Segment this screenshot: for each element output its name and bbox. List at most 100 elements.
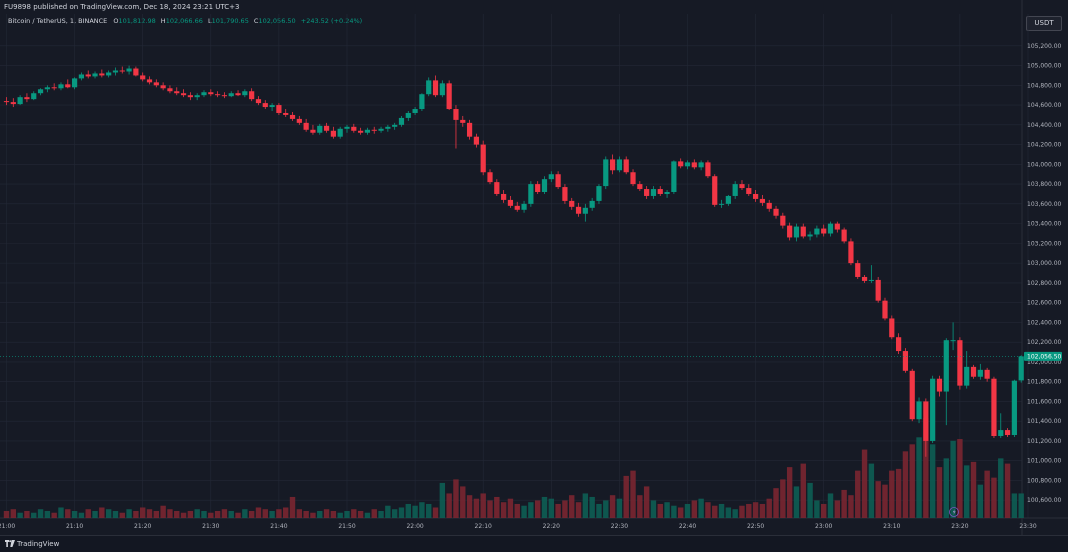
flash-icon[interactable] [949,507,959,517]
volume-bar [439,482,446,518]
symbol-name[interactable]: Bitcoin / TetherUS, 1, BINANCE [8,17,108,25]
volume-bar [834,500,841,518]
price-chart[interactable]: 105,200.00 105,000.00 104,800.00 104,600.00… [0,0,1068,535]
candle-body [283,112,289,115]
volume-bar [201,510,207,518]
candle-body [807,234,813,237]
candle-body [133,68,139,76]
price-tick-label: 104,000.00 [1027,161,1062,168]
candle-body [821,228,827,234]
candle-body [160,85,166,89]
candle-body [923,401,929,441]
brand-name[interactable]: TradingView [17,540,60,548]
volume-bar [500,502,507,518]
volume-bar [323,509,330,518]
candle-body [705,162,711,177]
volume-bar [344,510,350,518]
price-tick-label: 101,600.00 [1027,398,1062,405]
candle-body [793,226,800,238]
high-label: H [160,17,166,25]
open-label: O [113,17,119,25]
candle-body [759,198,766,203]
candle-body [44,87,50,90]
volume-bar [187,510,194,518]
tradingview-logo-icon[interactable] [5,540,15,548]
volume-bar [712,505,718,518]
price-tick-label: 103,200.00 [1027,240,1062,247]
candle-body [466,122,473,137]
candle-body [548,174,554,180]
candle-body [1011,380,1017,436]
time-tick-label: 21:40 [270,523,287,530]
volume-bar [351,509,357,518]
volume-bar [432,507,439,518]
price-tick-label: 105,000.00 [1027,63,1062,70]
volume-bar [623,475,629,518]
volume-bar [51,512,57,518]
price-tick-label: 103,600.00 [1027,201,1062,208]
volume-bar [133,510,139,518]
candle-body [487,172,493,183]
candle-body [180,93,187,96]
candle-body [984,369,990,379]
volume-bar [916,437,922,518]
grid-lines [0,0,1068,535]
volume-bar [643,486,650,518]
volume-bar [92,510,98,518]
candle-body [882,300,888,319]
price-tick-label: 104,600.00 [1027,102,1062,109]
volume-bar [310,512,316,518]
volume-bar [752,502,759,518]
time-tick-label: 21:10 [66,523,83,530]
candle-body [65,84,71,88]
candle-body [875,279,881,301]
candle-body [718,203,725,205]
candle-body [800,226,806,237]
volume-bar [800,463,806,518]
candle-body [909,370,915,420]
volume-bar [303,510,309,518]
volume-bar [902,451,909,518]
candle-body [24,97,30,100]
volume-bar [480,493,486,518]
volume-bar [1011,493,1018,518]
volume-bar [214,510,221,518]
volume-bar [562,500,568,518]
candle-body [943,340,949,392]
candle-body [58,84,64,89]
candle-body [861,276,868,281]
candle-body [977,369,983,377]
volume-bar [705,502,711,518]
candle-body [494,182,500,194]
volume-bar [283,507,289,518]
volume-bar [814,500,820,518]
price-tick-label: 102,600.00 [1027,300,1062,307]
candle-body [276,105,282,113]
candle-body [671,161,677,193]
price-tick-label: 101,000.00 [1027,458,1062,465]
volume-bar [208,512,214,518]
time-tick-label: 23:10 [883,523,900,530]
volume-bar [44,510,51,518]
price-tick-label: 103,400.00 [1027,221,1062,228]
currency-button[interactable]: USDT [1026,16,1062,31]
price-axis[interactable]: 105,200.00 105,000.00 104,800.00 104,600.00… [1027,43,1062,504]
publish-header: FU9898 published on TradingView.com, Dec… [0,0,1068,14]
time-tick-label: 22:10 [475,523,492,530]
time-axis[interactable]: 21:00 21:10 21:20 21:30 21:40 21:50 22:00 22:10… [0,523,1037,530]
volume-bar [970,461,977,518]
price-tick-label: 105,200.00 [1027,43,1062,50]
volume-bar [732,509,738,518]
volume-bar [460,486,466,518]
candle-body [255,99,262,104]
volume-bar [861,449,868,518]
volume-bar [453,479,459,518]
volume-bar [950,440,956,518]
candle-body [780,215,786,226]
candle-body [691,162,697,168]
high-value: 102,066.66 [165,17,203,25]
volume-bar [337,512,343,518]
volume-bar [855,470,861,518]
volume-bar [112,510,119,518]
volume-bar [664,502,670,518]
